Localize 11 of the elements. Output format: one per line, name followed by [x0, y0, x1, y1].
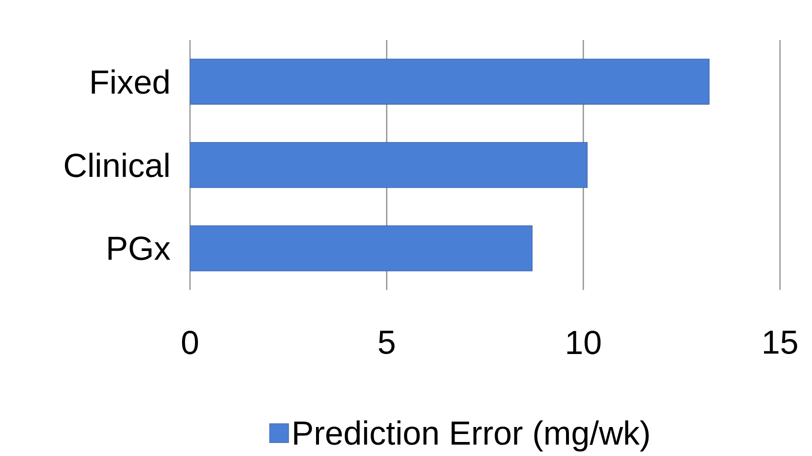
- x-tick-label: 15: [764, 330, 798, 354]
- y-tick-label: PGx: [108, 236, 170, 260]
- x-tick-label: 10: [567, 330, 601, 354]
- legend-label: Prediction Error (mg/wk): [294, 420, 649, 452]
- bar: [190, 58, 710, 105]
- bar: [190, 142, 588, 188]
- bar: [190, 225, 532, 272]
- y-tick-label: Fixed: [92, 69, 168, 94]
- x-tick-label: 0: [182, 330, 198, 354]
- x-tick-label: 5: [378, 330, 395, 354]
- y-tick-label: Clinical: [64, 152, 168, 178]
